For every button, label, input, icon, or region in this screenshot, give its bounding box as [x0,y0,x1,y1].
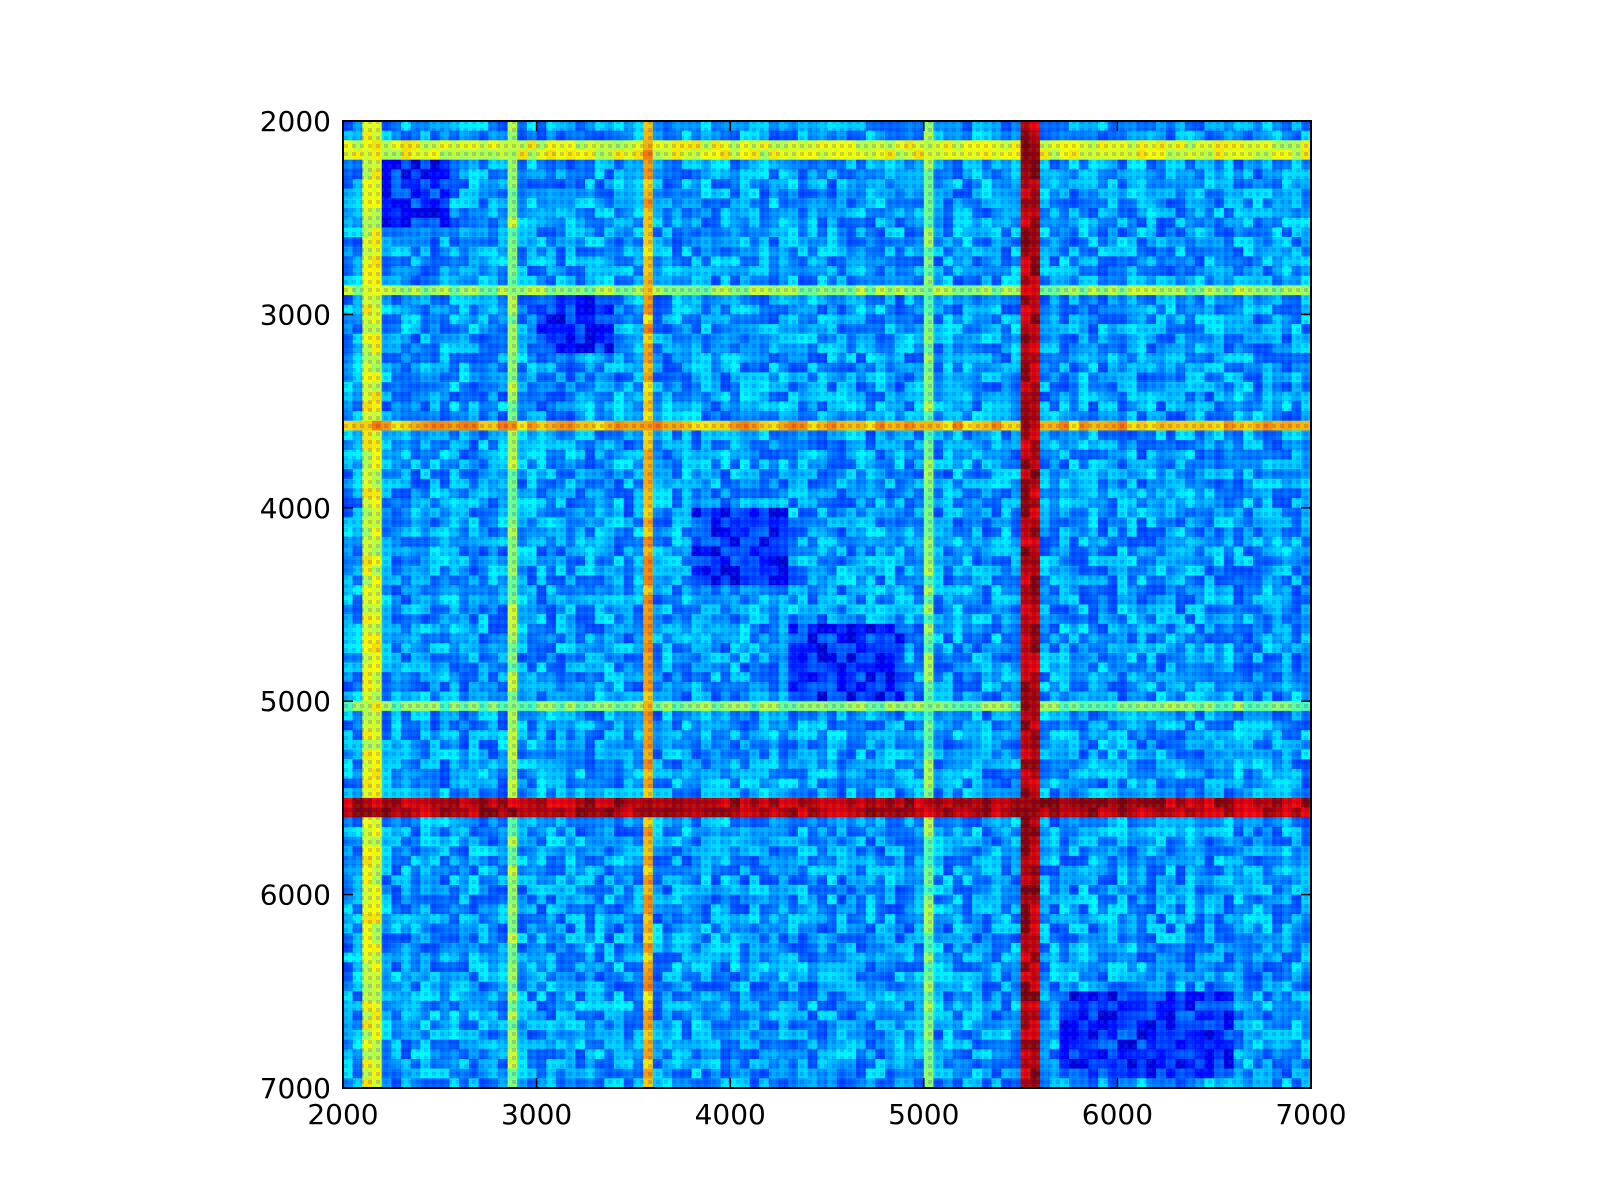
plot-area [343,121,1312,1089]
